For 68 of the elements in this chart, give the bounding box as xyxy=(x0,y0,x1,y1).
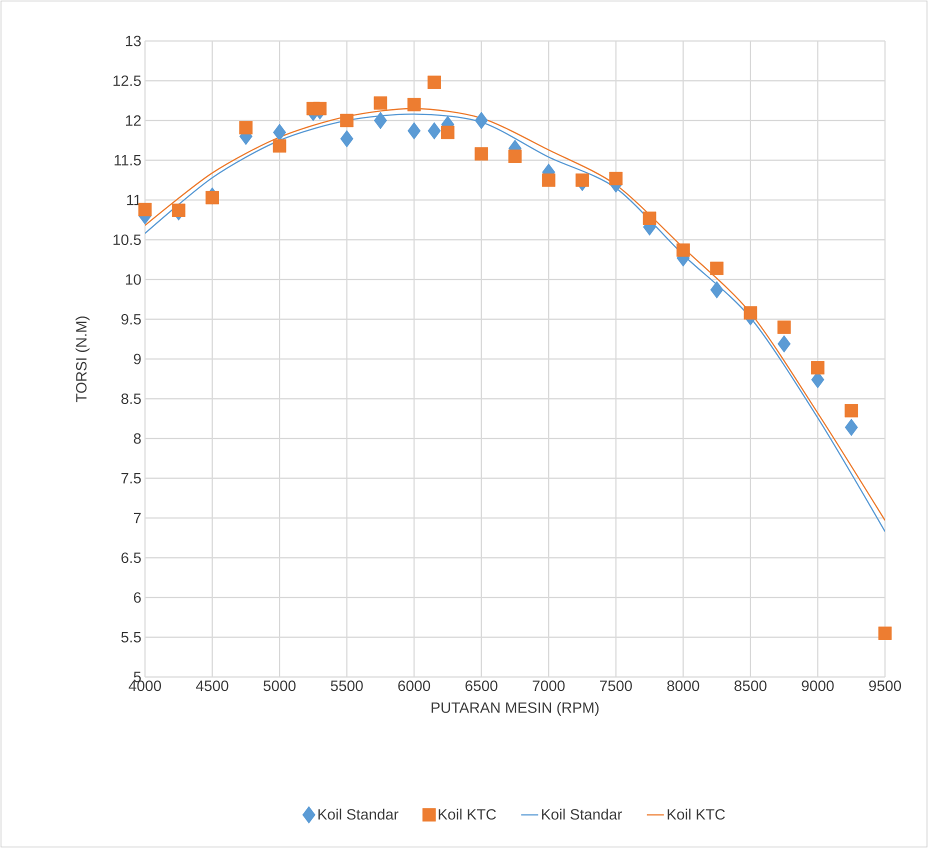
y-tick-label: 9.5 xyxy=(121,314,141,325)
y-tick-label: 8.5 xyxy=(121,393,141,404)
y-tick-label: 7.5 xyxy=(121,473,141,484)
y-tick-label: 5.5 xyxy=(121,632,141,642)
point xyxy=(844,404,858,418)
y-tick-label: 7 xyxy=(134,512,141,524)
point xyxy=(576,173,589,187)
x-tick-label: 6500 xyxy=(466,680,498,692)
y-tick-label: 5 xyxy=(134,672,141,682)
point xyxy=(778,335,791,353)
x-tick-label: 7500 xyxy=(600,680,632,692)
point xyxy=(474,112,488,130)
y-tick-label: 10 xyxy=(126,274,141,285)
x-tick-label: 9500 xyxy=(869,680,902,692)
x-tick-label: 4500 xyxy=(196,680,228,692)
point xyxy=(340,130,354,148)
y-tick-label: 6.5 xyxy=(121,552,141,564)
y-tick-label: 12.5 xyxy=(114,75,141,86)
point xyxy=(407,98,421,112)
point xyxy=(408,122,421,140)
point xyxy=(642,212,656,225)
x-tick-label: 6000 xyxy=(398,680,430,692)
point xyxy=(206,190,219,204)
point xyxy=(609,172,623,186)
point xyxy=(710,262,724,276)
point xyxy=(239,120,253,134)
y-tick-label: 6 xyxy=(134,592,141,603)
point xyxy=(272,139,286,153)
point xyxy=(172,204,186,218)
legend-label: Koil KTC xyxy=(668,808,725,820)
y-axis-title: TORSI (N.M) xyxy=(76,316,90,402)
point xyxy=(428,122,441,140)
legend-label: Koil KTC xyxy=(438,808,496,820)
point xyxy=(744,306,758,320)
x-tick-label: 8000 xyxy=(667,680,700,692)
x-tick-label: 8500 xyxy=(734,680,766,692)
point xyxy=(313,102,327,116)
x-tick-label: 4000 xyxy=(128,680,162,692)
point xyxy=(878,626,892,640)
point xyxy=(844,418,858,436)
point xyxy=(542,173,556,187)
point xyxy=(340,114,354,128)
legend-label: Koil Standar xyxy=(542,808,622,820)
point xyxy=(428,76,441,90)
y-tick-label: 8 xyxy=(134,433,141,444)
point xyxy=(441,126,454,140)
y-tick-label: 11 xyxy=(127,194,141,206)
point xyxy=(272,124,286,142)
y-tick-label: 9 xyxy=(134,354,141,364)
point xyxy=(374,96,388,110)
point xyxy=(811,361,824,374)
point xyxy=(676,243,690,257)
point xyxy=(138,202,152,216)
legend-label: Koil Standar xyxy=(318,808,398,820)
y-tick-label: 11.5 xyxy=(114,155,141,166)
x-tick-label: 5000 xyxy=(264,680,296,692)
x-axis-title: PUTARAN MESIN (RPM) xyxy=(432,702,599,716)
point xyxy=(710,281,724,298)
point xyxy=(508,150,522,163)
y-tick-label: 12 xyxy=(126,115,141,126)
x-tick-label: 7000 xyxy=(532,680,565,692)
point xyxy=(777,320,791,334)
x-tick-label: 9000 xyxy=(802,680,834,692)
x-tick-label: 5500 xyxy=(330,680,363,692)
point xyxy=(474,147,488,161)
y-tick-label: 13 xyxy=(126,36,141,46)
y-tick-label: 10.5 xyxy=(114,234,141,246)
point xyxy=(374,112,388,130)
